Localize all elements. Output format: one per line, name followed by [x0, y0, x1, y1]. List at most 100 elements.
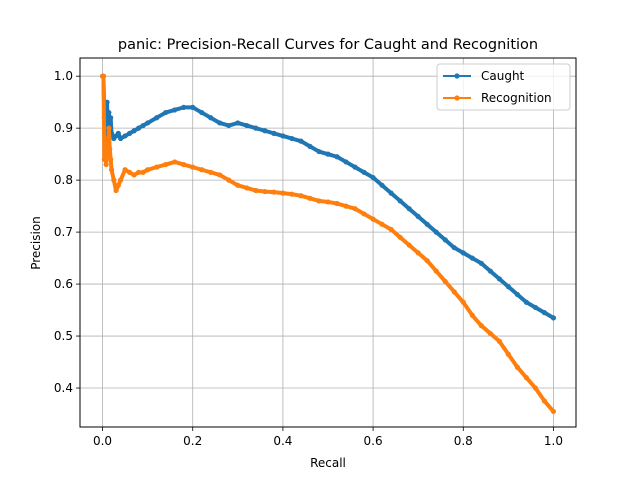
data-point — [127, 169, 133, 175]
y-axis-label: Precision — [29, 216, 43, 270]
data-point — [262, 188, 268, 195]
legend-label: Recognition — [481, 91, 552, 105]
data-point — [541, 398, 548, 404]
legend-label: Caught — [481, 69, 525, 83]
data-point — [235, 120, 241, 126]
data-point — [106, 109, 112, 116]
legend-swatch-marker — [454, 73, 460, 79]
data-point — [451, 289, 457, 295]
x-tick-label: 1.0 — [544, 434, 563, 448]
data-point — [163, 109, 169, 116]
series-caught — [99, 73, 557, 321]
data-point — [136, 169, 142, 175]
grid — [80, 58, 576, 427]
data-point — [487, 268, 493, 274]
data-point — [104, 135, 110, 142]
ticks: 0.0 0.2 0.4 0.6 0.8 1.0 0.4 0.5 0.6 0.7 0.8 0.9 1.0 — [54, 69, 563, 448]
data-point — [131, 172, 137, 178]
data-point — [145, 167, 151, 173]
data-point — [514, 364, 520, 370]
data-point — [140, 122, 146, 129]
data-point — [136, 125, 142, 131]
data-point — [154, 115, 160, 121]
data-point — [505, 284, 511, 290]
data-point — [361, 211, 367, 217]
data-point — [103, 161, 109, 168]
data-point — [307, 195, 313, 201]
data-point — [460, 250, 466, 256]
data-point — [253, 125, 259, 131]
data-point — [115, 130, 121, 136]
data-point — [343, 203, 349, 209]
data-point — [361, 169, 367, 175]
data-point — [343, 159, 349, 165]
data-point — [496, 276, 502, 282]
x-tick-label: 0.8 — [454, 434, 473, 448]
data-point — [289, 135, 295, 142]
data-point — [217, 172, 223, 178]
data-point — [226, 177, 232, 183]
data-point — [316, 198, 322, 204]
data-point — [113, 187, 119, 194]
data-point — [280, 133, 286, 139]
x-tick-label: 0.6 — [364, 434, 383, 448]
data-point — [172, 107, 178, 113]
data-point — [117, 177, 124, 183]
series-recognition — [99, 73, 557, 415]
data-point — [496, 338, 502, 344]
y-tick-label: 0.9 — [54, 121, 73, 135]
legend-swatch-marker — [454, 95, 460, 101]
data-point — [370, 174, 376, 181]
x-tick-label: 0.2 — [183, 434, 202, 448]
y-tick-label: 0.7 — [54, 225, 73, 239]
data-point — [253, 187, 259, 194]
legend: Caught Recognition — [436, 63, 571, 111]
data-point — [127, 130, 133, 136]
y-tick-label: 1.0 — [54, 69, 73, 83]
data-point — [424, 258, 430, 264]
data-point — [406, 206, 412, 212]
data-point — [541, 310, 548, 316]
data-point — [108, 115, 114, 121]
data-point — [154, 164, 160, 170]
data-point — [226, 122, 232, 129]
data-point — [181, 161, 187, 168]
data-point — [199, 109, 205, 116]
data-point — [280, 190, 286, 196]
data-point — [523, 375, 530, 381]
data-point — [550, 408, 557, 415]
data-point — [433, 229, 439, 235]
data-point — [102, 146, 108, 152]
data-point — [460, 299, 466, 305]
data-point — [208, 169, 214, 175]
data-point — [235, 182, 241, 188]
x-tick-label: 0.4 — [273, 434, 292, 448]
data-point — [163, 161, 169, 168]
data-point — [208, 115, 214, 121]
data-point — [397, 198, 403, 204]
data-point — [111, 177, 117, 183]
data-point — [244, 122, 250, 129]
data-point — [352, 206, 358, 212]
data-point — [325, 151, 331, 157]
data-point — [101, 156, 107, 162]
data-point — [307, 143, 313, 149]
data-point — [451, 245, 457, 251]
data-point — [100, 73, 107, 79]
data-point — [122, 133, 128, 139]
data-point — [298, 193, 304, 199]
y-tick-label: 0.4 — [54, 381, 73, 395]
data-point — [316, 148, 322, 155]
data-point — [172, 159, 178, 165]
data-point — [379, 182, 385, 188]
data-point — [415, 250, 421, 256]
data-point — [108, 156, 114, 162]
data-point — [262, 128, 268, 134]
plot-frame — [79, 57, 577, 428]
data-point — [104, 99, 110, 105]
data-point — [271, 130, 277, 136]
data-point — [505, 351, 511, 357]
data-point — [487, 330, 493, 337]
y-tick-label: 0.5 — [54, 329, 73, 343]
